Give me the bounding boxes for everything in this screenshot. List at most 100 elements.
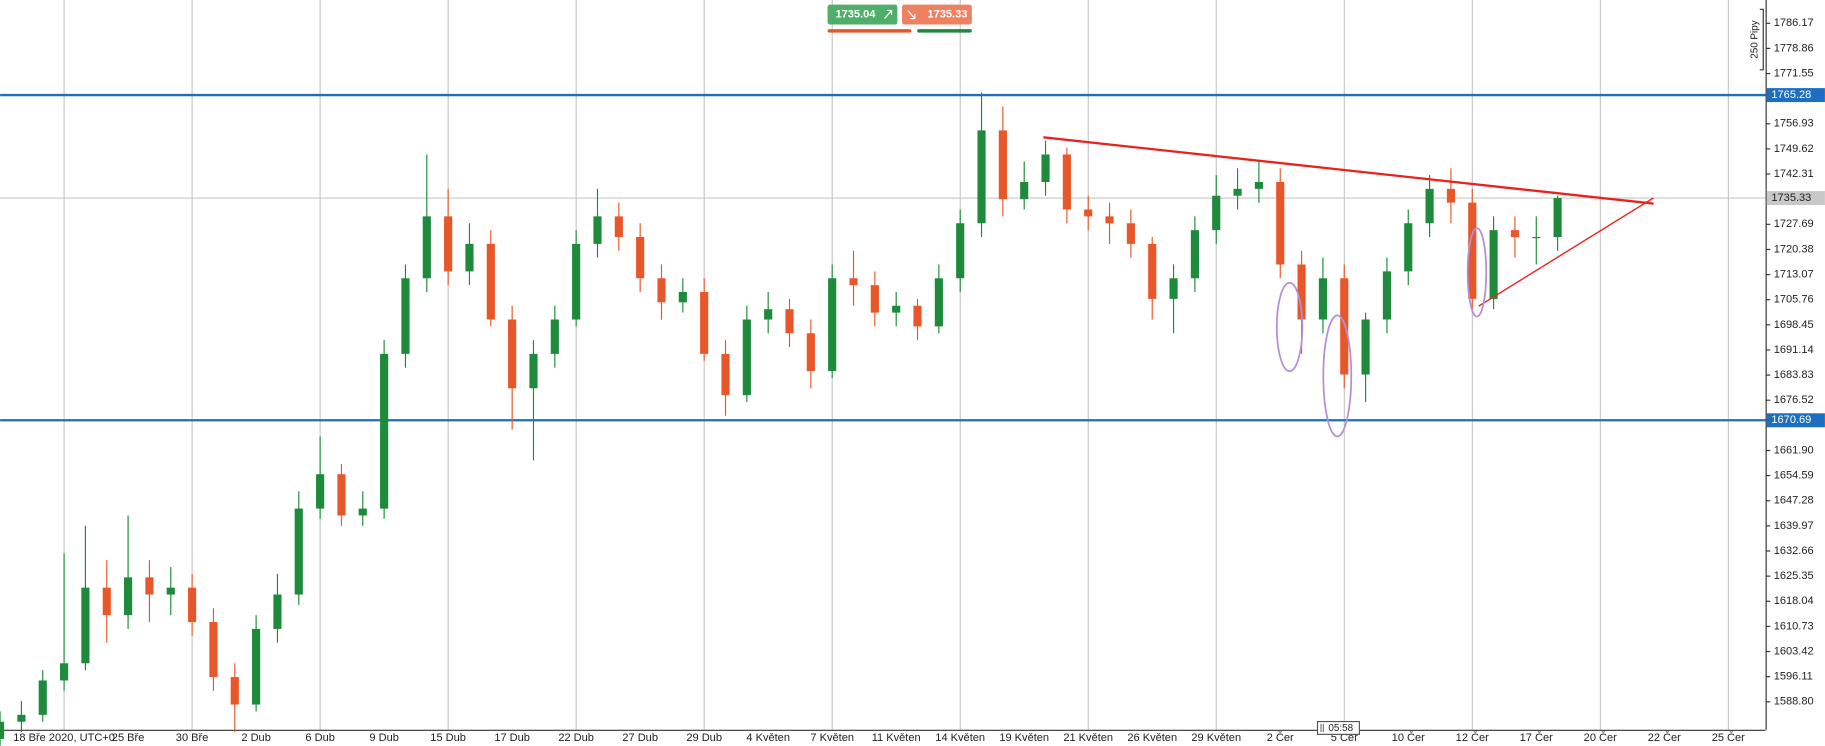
candle-body [81,587,90,664]
candle-body [1532,237,1541,239]
candle-body [102,587,111,616]
candle-body [1425,188,1434,224]
grid [63,0,1729,730]
candle-body [166,587,175,595]
buy-bar [917,29,972,33]
x-tick-label: 29 Dub [686,732,722,744]
candle-body [337,474,346,516]
ask-price: 1735.33 [927,8,967,20]
candle-body [1105,216,1114,224]
candle-body [572,243,581,320]
candle-body [1212,195,1221,231]
buy-button-bg [902,4,972,25]
x-tick-label: 18 Bře 2020, UTC+0 [13,732,115,744]
candle-body [358,508,367,516]
candle-body [38,680,47,715]
candle-body [252,628,261,705]
candle-body [977,130,986,224]
candle-body [742,319,751,396]
sell-bar [827,29,912,33]
y-tick-label: 1632.66 [1774,545,1814,557]
y-tick-label: 1654.59 [1774,470,1814,482]
candle-body [1020,181,1029,200]
x-tick-label: 17 Dub [494,732,530,744]
highlight-ellipse [1322,314,1353,438]
candle-body [678,292,687,303]
y-tick-label: 1661.90 [1774,444,1814,456]
y-tick-label: 1727.69 [1774,218,1814,230]
candle-body [209,622,218,678]
candle-body [1553,198,1562,238]
candle-body [1233,188,1242,196]
candle-body [444,216,453,272]
candle-body [188,587,197,623]
candle-body [1340,278,1349,375]
down-arrow-icon [907,10,916,20]
price-level-label: 1670.69 [1771,414,1811,426]
candle-body [486,243,495,320]
candle-body [806,333,815,372]
highlight-ellipse [1275,281,1304,373]
x-tick-label: 20 Čer [1584,731,1617,744]
x-tick-label: 15 Dub [430,732,466,744]
y-tick-label: 1720.38 [1774,243,1814,255]
y-tick-label: 1596.11 [1774,671,1813,683]
y-tick-label: 1778.86 [1774,42,1814,54]
y-tick-label: 1618.04 [1774,595,1814,607]
candle-body [636,237,645,279]
y-tick-label: 1705.76 [1774,294,1814,306]
x-tick-label: 14 Květen [935,732,985,744]
candle-body [828,278,837,372]
x-tick-label: 9 Dub [369,732,398,744]
x-tick-label: 19 Květen [999,732,1049,744]
price-level-tag [1766,413,1825,428]
candle-body [124,577,133,616]
candle-body [1148,243,1157,299]
highlights [1275,227,1488,438]
candle-body [1510,230,1520,238]
candle-body [657,278,666,303]
x-tick-label: 2 Dub [241,732,270,744]
y-tick-label: 1647.28 [1774,495,1814,507]
y-tick-label: 1603.42 [1774,645,1814,657]
y-tick-label: 1756.93 [1774,118,1814,130]
candle-body [1468,202,1477,299]
highlight-ellipse [1466,227,1488,318]
sell-button[interactable]: 1735.04 [827,4,898,25]
candle-body [849,278,858,286]
time-label: 05:58 [1328,723,1353,734]
x-tick-label: 21 Květen [1063,732,1113,744]
candle-body [1169,278,1178,299]
candle-body [401,278,410,354]
time-box [1316,720,1360,735]
candle-body [60,663,69,681]
candle-body [529,353,538,389]
candle-body [1276,181,1285,265]
time-marker: 05:58 [1316,720,1360,735]
candle-body [1404,223,1413,272]
candle-body [230,677,239,705]
y-tick-label: 1786.17 [1774,17,1814,29]
x-tick-label: 7 Květen [810,732,854,744]
candle-body [0,721,5,739]
candle-body [956,223,965,279]
x-tick-label: 26 Květen [1127,732,1177,744]
candle-body [1489,230,1498,299]
axis-labels: 1588.80 1596.11 1603.42 1610.73 1618.04 1625.… [13,17,1825,744]
price-level-tag [1766,191,1825,206]
y-tick-label: 1588.80 [1774,696,1814,708]
candle-body [273,594,282,629]
candle-body [1190,230,1199,279]
y-tick-label: 1639.97 [1774,520,1814,532]
candle-body [892,305,901,313]
x-tick-label: 10 Čer [1392,731,1425,744]
candle-body [785,309,794,334]
y-tick-label: 1683.83 [1774,369,1814,381]
candle-body [593,216,602,244]
buy-button[interactable]: 1735.33 [902,4,972,25]
y-tick-label: 1676.52 [1774,394,1814,406]
time-grip [1320,723,1324,733]
